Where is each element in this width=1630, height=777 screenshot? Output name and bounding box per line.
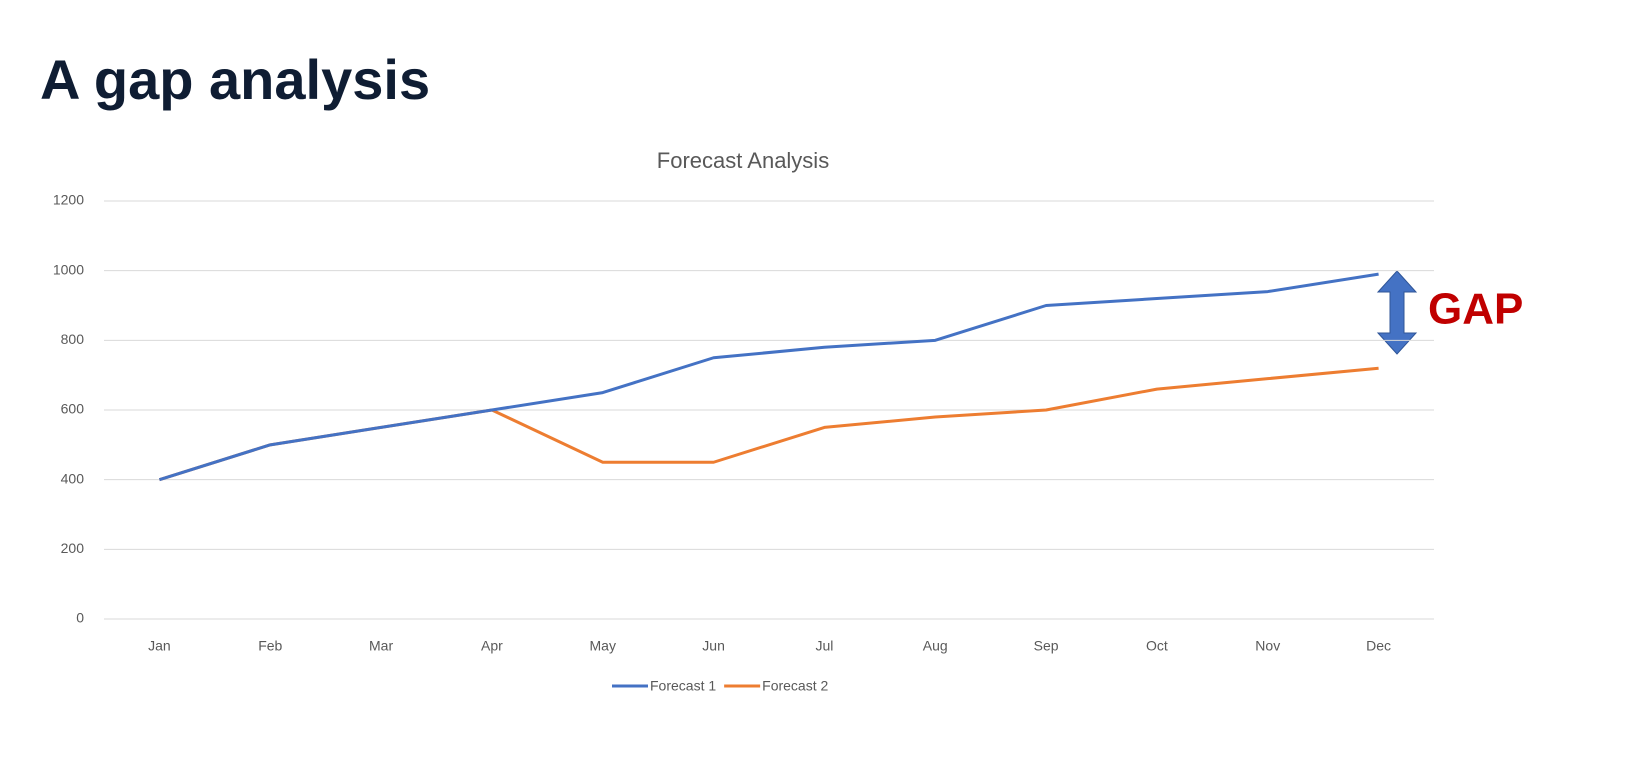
series-line xyxy=(158,272,1379,482)
x-tick-label: May xyxy=(590,638,616,654)
page-heading: A gap analysis xyxy=(40,48,430,111)
gap-arrow xyxy=(1376,270,1418,355)
x-tick-label: Jul xyxy=(815,638,833,654)
x-tick-label: Jan xyxy=(148,638,171,654)
series-line xyxy=(158,366,1379,482)
y-tick-label: 1200 xyxy=(53,192,84,208)
y-tick-label: 1000 xyxy=(53,261,84,277)
gap-annotation: GAP xyxy=(1428,285,1523,334)
chart-title: Forecast Analysis xyxy=(657,148,829,173)
x-tick-label: Jun xyxy=(702,638,725,654)
y-tick-label: 800 xyxy=(61,331,85,347)
x-tick-label: Mar xyxy=(369,638,393,654)
y-tick-label: 600 xyxy=(61,401,85,417)
x-tick-label: Aug xyxy=(923,638,948,654)
x-tick-label: Dec xyxy=(1366,638,1391,654)
x-tick-label: Nov xyxy=(1255,638,1280,654)
legend-label: Forecast 1 xyxy=(650,678,716,694)
x-tick-label: Apr xyxy=(481,638,503,654)
legend-label: Forecast 2 xyxy=(762,678,828,694)
y-tick-label: 200 xyxy=(61,540,85,556)
y-tick-label: 400 xyxy=(61,470,85,486)
y-tick-label: 0 xyxy=(76,610,84,626)
x-tick-label: Oct xyxy=(1146,638,1168,654)
x-tick-label: Sep xyxy=(1034,638,1059,654)
x-tick-label: Feb xyxy=(258,638,282,654)
